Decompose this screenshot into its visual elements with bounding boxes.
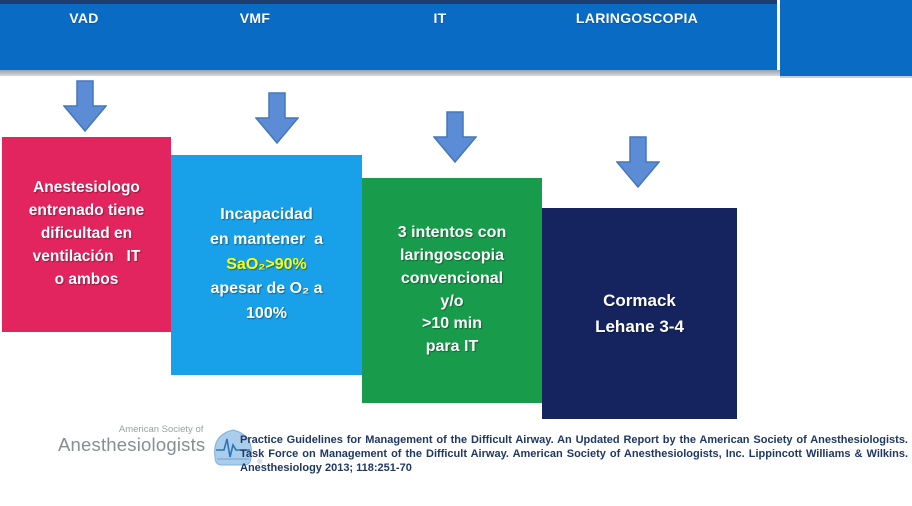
asa-logo-text: American Society of Anesthesiologists xyxy=(58,424,205,456)
card-it-text: 3 intentos con laringoscopia convenciona… xyxy=(397,224,507,355)
asa-registered-mark: ® xyxy=(257,460,262,466)
header-label-vmf: VMF xyxy=(239,10,271,26)
header-label-it: IT xyxy=(433,10,447,26)
asa-logo-line2: Anesthesiologists xyxy=(58,434,206,455)
card-vmf-text-bottom: apesar de O₂ a 100% xyxy=(210,280,323,323)
header-right-block xyxy=(780,0,912,78)
asa-logo-line1: American Society of xyxy=(118,424,204,435)
down-arrow-icon xyxy=(63,80,107,132)
card-vmf-sao2-highlight: SaO₂>90% xyxy=(226,255,307,273)
card-laringoscopia: Cormack Lehane 3-4 xyxy=(542,208,737,419)
header-label-laringoscopia: LARINGOSCOPIA xyxy=(575,10,699,26)
card-vmf-text-top: Incapacidad en mantener a xyxy=(210,206,323,248)
down-arrow-icon xyxy=(616,136,660,188)
asa-logo: American Society of Anesthesiologists ® xyxy=(58,424,262,470)
card-vad: Anestesiologo entrenado tiene dificultad… xyxy=(2,137,171,332)
header-bar: VAD VMF IT LARINGOSCOPIA xyxy=(0,0,777,70)
header-label-vad: VAD xyxy=(69,10,99,26)
card-it: 3 intentos con laringoscopia convenciona… xyxy=(362,178,542,403)
card-vad-text: Anestesiologo entrenado tiene dificultad… xyxy=(28,179,145,288)
card-laringoscopia-text: Cormack Lehane 3-4 xyxy=(595,291,684,336)
asa-head-ecg-icon xyxy=(214,429,253,466)
citation-text: Practice Guidelines for Management of th… xyxy=(240,434,908,474)
down-arrow-icon xyxy=(433,111,477,163)
card-vmf: Incapacidad en mantener a SaO₂>90% apesa… xyxy=(171,155,362,375)
down-arrow-icon xyxy=(255,92,299,144)
header-underline xyxy=(0,70,783,76)
